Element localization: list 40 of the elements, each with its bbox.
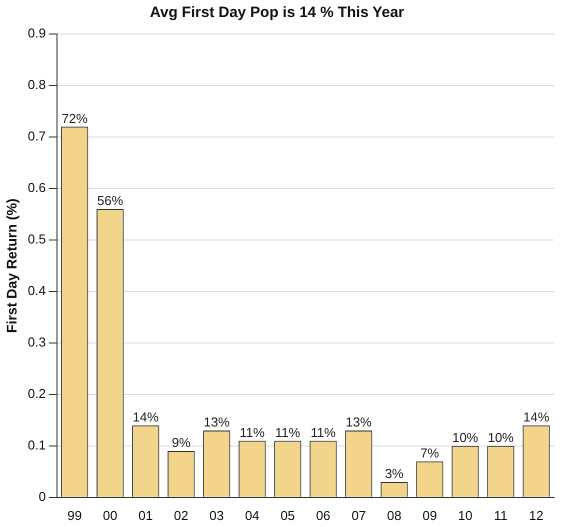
x-tick-label: 08 (386, 508, 402, 523)
data-label: 9% (172, 435, 191, 450)
data-label: 13% (204, 414, 230, 430)
data-label: 13% (346, 414, 372, 430)
y-tick-label: 0.2 (28, 386, 46, 401)
x-tick-label: 99 (67, 508, 82, 523)
y-tick-label: 0.1 (28, 437, 46, 452)
x-tick-label: 01 (138, 508, 153, 523)
y-tick-label: 0.5 (28, 232, 46, 247)
chart-title: Avg First Day Pop is 14 % This Year (150, 4, 404, 22)
y-tick-label: 0.3 (28, 334, 46, 350)
data-label: 11% (310, 424, 336, 440)
x-tick-label: 10 (458, 508, 472, 523)
data-label: 56% (97, 193, 124, 208)
data-label: 7% (420, 445, 440, 460)
x-tick-label: 09 (422, 508, 437, 523)
data-label: 10% (488, 430, 514, 445)
x-tick-label: 07 (351, 508, 366, 523)
y-tick-label: 0 (38, 488, 46, 504)
x-tick-label: 12 (529, 508, 544, 523)
y-tick-label: 0.6 (28, 180, 46, 196)
data-label: 14% (132, 409, 160, 424)
x-tick-label: 02 (174, 508, 188, 523)
data-label: 10% (452, 430, 479, 445)
y-tick-label: 0.4 (28, 283, 46, 298)
x-tick-label: 11 (494, 508, 508, 523)
x-tick-label: 03 (209, 508, 224, 523)
data-label: 11% (275, 424, 301, 440)
y-tick-label: 0.9 (28, 26, 46, 41)
x-tick-label: 04 (244, 508, 260, 523)
y-axis-title: First Day Return (%) (3, 198, 20, 333)
data-label: 14% (523, 409, 550, 424)
y-tick-label: 0.7 (28, 128, 46, 144)
data-label: 72% (62, 110, 88, 126)
x-tick-label: 05 (280, 508, 295, 523)
x-tick-label: 00 (102, 508, 118, 523)
data-label: 11% (240, 424, 266, 440)
y-tick-label: 0.8 (28, 77, 46, 92)
x-tick-label: 06 (316, 508, 330, 523)
data-label: 3% (384, 466, 404, 482)
